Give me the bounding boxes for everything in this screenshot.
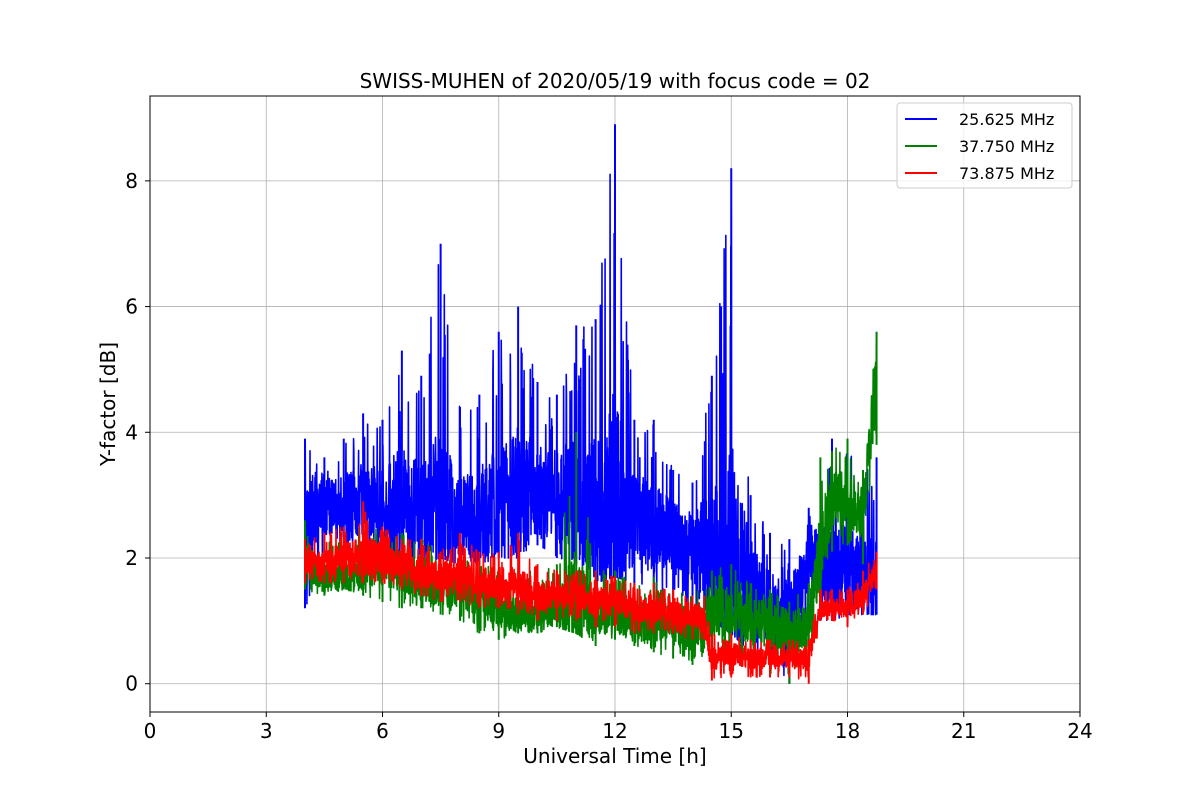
chart-title: SWISS-MUHEN of 2020/05/19 with focus cod… [360, 69, 871, 93]
legend-label: 37.750 MHz [959, 137, 1054, 156]
y-tick-label: 6 [125, 295, 138, 319]
legend-label: 25.625 MHz [959, 110, 1054, 129]
x-tick-label: 12 [602, 719, 627, 743]
y-tick-label: 2 [125, 546, 138, 570]
series-line-2 [304, 506, 878, 680]
x-tick-label: 21 [951, 719, 976, 743]
legend-label: 73.875 MHz [959, 164, 1054, 183]
x-tick-label: 3 [260, 719, 273, 743]
series-line-0 [304, 131, 878, 677]
x-tick-label: 9 [492, 719, 505, 743]
x-tick-label: 15 [719, 719, 744, 743]
x-tick-label: 0 [144, 719, 157, 743]
series-group-2 [304, 501, 878, 684]
x-tick-label: 18 [835, 719, 860, 743]
y-tick-label: 0 [125, 672, 138, 696]
legend: 25.625 MHz 37.750 MHz 73.875 MHz [896, 102, 1073, 189]
legend-box [896, 102, 1073, 189]
x-tick-label: 6 [376, 719, 389, 743]
y-tick-label: 4 [125, 420, 138, 444]
x-tick-label: 24 [1067, 719, 1092, 743]
x-axis-label: Universal Time [h] [523, 744, 706, 768]
y-axis-label: Y-factor [dB] [96, 342, 120, 467]
y-tick-label: 8 [125, 169, 138, 193]
series-layer [304, 124, 878, 684]
